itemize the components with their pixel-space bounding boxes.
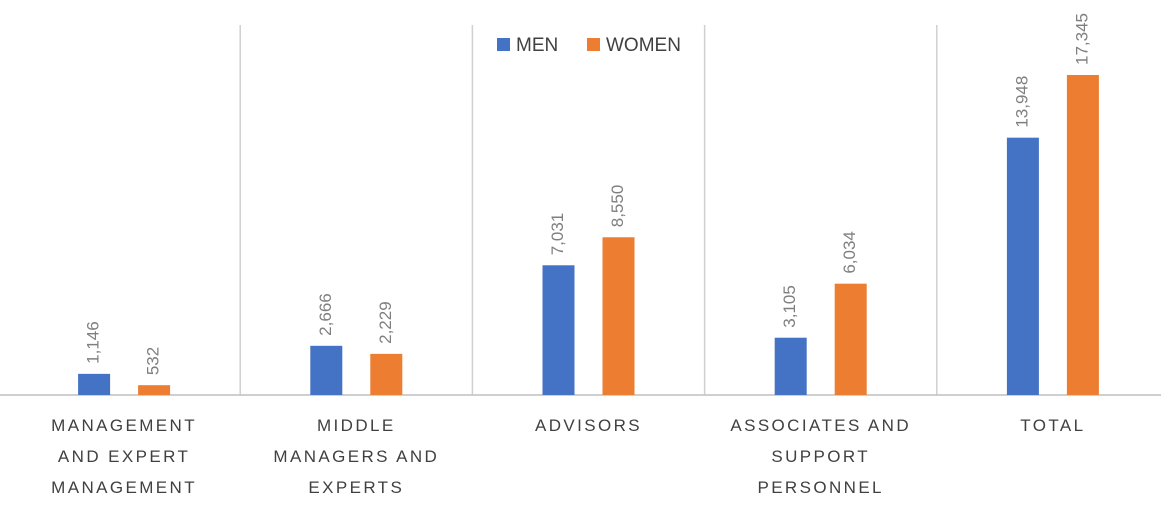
bar [542,265,575,395]
value-label: 532 [144,347,163,375]
x-tick-label: ASSOCIATES AND SUPPORT PERSONNEL [706,410,936,503]
legend-label: MEN [516,35,558,56]
bar [834,283,867,395]
x-tick-label: MANAGEMENT AND EXPERT MANAGEMENT [9,410,239,503]
legend-label: WOMEN [606,35,681,56]
value-label: 6,034 [840,231,859,274]
x-tick-label-line: MANAGERS AND [273,447,440,466]
x-tick-label-line: ADVISORS [534,416,643,435]
value-label: 2,229 [376,301,395,344]
bar [310,345,343,395]
bar [1006,137,1039,395]
x-tick-label-line: MIDDLE [316,416,396,435]
x-tick-label-line: MANAGEMENT [51,416,198,435]
value-label: 17,345 [1072,13,1091,65]
value-label: 7,031 [548,213,567,256]
value-label: 2,666 [316,293,335,336]
bar [1066,75,1099,395]
value-label: 8,550 [608,185,627,228]
x-tick-label-line: SUPPORT [771,447,871,466]
value-label: 1,146 [84,321,103,364]
x-tick-label: MIDDLE MANAGERS AND EXPERTS [241,410,471,503]
bar [370,353,403,395]
bar [602,237,635,395]
x-tick-label-line: EXPERTS [308,478,405,497]
x-tick-label-line: MANAGEMENT [51,478,198,497]
x-tick-label: ADVISORS [474,410,704,441]
bar [774,337,807,395]
bar [78,373,111,395]
x-tick-label-line: AND EXPERT [57,447,191,466]
value-label: 13,948 [1012,76,1031,128]
legend-swatch [497,38,510,51]
x-tick-label-line: ASSOCIATES AND [730,416,912,435]
x-tick-label-line: TOTAL [1020,416,1086,435]
bar [138,385,171,395]
x-tick-label-line: PERSONNEL [757,478,884,497]
value-label: 3,105 [780,285,799,328]
legend-swatch [587,38,600,51]
x-tick-label: TOTAL [938,410,1161,441]
